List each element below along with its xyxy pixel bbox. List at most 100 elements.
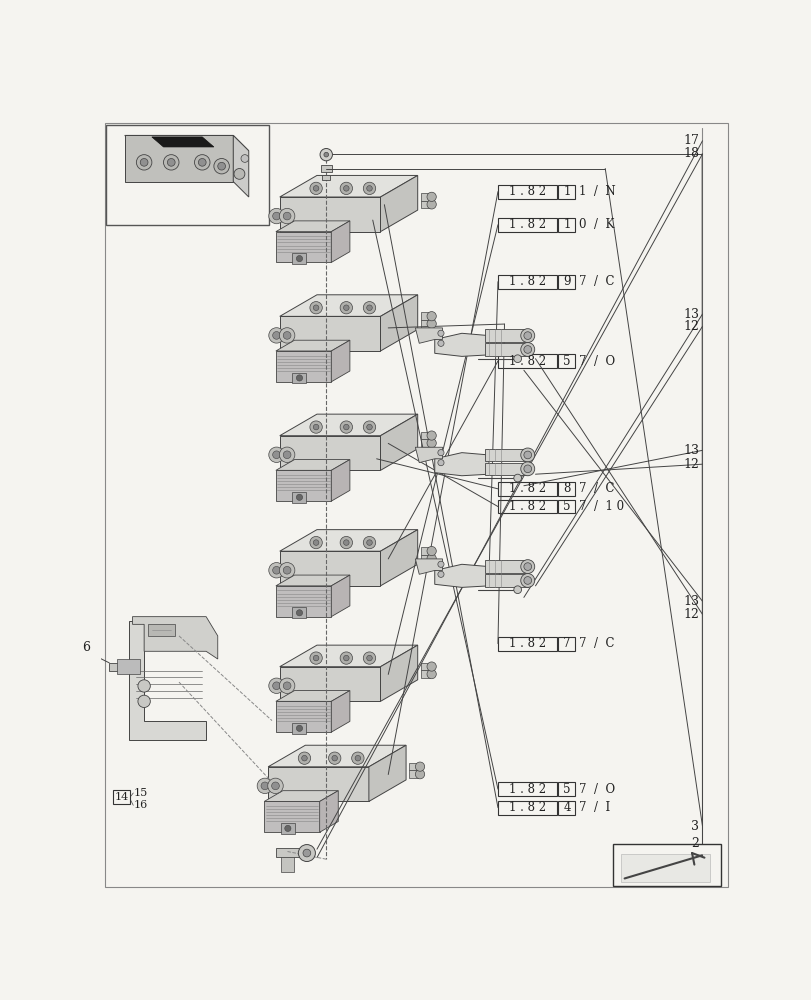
- Circle shape: [195, 155, 210, 170]
- Bar: [420, 439, 430, 447]
- Circle shape: [272, 682, 280, 690]
- Bar: [281, 823, 294, 834]
- Circle shape: [367, 305, 371, 310]
- Bar: [558, 500, 575, 513]
- Polygon shape: [152, 137, 213, 147]
- Circle shape: [520, 462, 534, 476]
- Polygon shape: [434, 333, 488, 356]
- Polygon shape: [434, 453, 488, 476]
- Polygon shape: [280, 667, 380, 701]
- Circle shape: [268, 208, 284, 224]
- Bar: [497, 218, 556, 232]
- Bar: [558, 275, 575, 289]
- Circle shape: [279, 328, 294, 343]
- Text: 3: 3: [690, 820, 698, 833]
- Circle shape: [260, 782, 268, 790]
- Bar: [292, 373, 306, 383]
- Circle shape: [198, 158, 206, 166]
- Circle shape: [415, 770, 424, 779]
- Text: 7  /  I: 7 / I: [578, 801, 609, 814]
- Bar: [558, 218, 575, 232]
- Polygon shape: [380, 645, 417, 701]
- Bar: [420, 432, 430, 439]
- Circle shape: [272, 332, 280, 339]
- Circle shape: [363, 182, 375, 195]
- Bar: [484, 329, 527, 342]
- Circle shape: [283, 682, 290, 690]
- Circle shape: [427, 319, 436, 328]
- Polygon shape: [380, 175, 417, 232]
- Polygon shape: [276, 221, 350, 232]
- Circle shape: [310, 421, 322, 433]
- Circle shape: [520, 560, 534, 574]
- Text: 14: 14: [114, 792, 129, 802]
- Circle shape: [343, 655, 349, 661]
- Bar: [281, 857, 294, 872]
- Circle shape: [138, 680, 150, 692]
- Circle shape: [363, 536, 375, 549]
- Bar: [409, 770, 418, 778]
- Polygon shape: [125, 135, 248, 151]
- Bar: [558, 185, 575, 199]
- Circle shape: [283, 451, 290, 459]
- Text: 12: 12: [683, 608, 698, 621]
- Circle shape: [513, 355, 521, 363]
- Circle shape: [279, 563, 294, 578]
- Polygon shape: [415, 328, 442, 343]
- Polygon shape: [280, 645, 417, 667]
- Circle shape: [167, 158, 175, 166]
- Polygon shape: [280, 436, 380, 470]
- Bar: [292, 723, 306, 734]
- Text: 7  /  O: 7 / O: [578, 355, 614, 368]
- Text: 5: 5: [563, 783, 570, 796]
- Circle shape: [279, 208, 294, 224]
- Bar: [497, 482, 556, 496]
- Bar: [420, 670, 430, 678]
- Polygon shape: [233, 135, 248, 197]
- Circle shape: [427, 192, 436, 201]
- Text: 1 . 8 2: 1 . 8 2: [508, 801, 545, 814]
- Circle shape: [313, 305, 319, 310]
- Text: 1 . 8 2: 1 . 8 2: [508, 275, 545, 288]
- Text: 5: 5: [563, 500, 570, 513]
- Text: 1: 1: [563, 185, 570, 198]
- Polygon shape: [268, 745, 406, 767]
- Circle shape: [520, 343, 534, 356]
- Bar: [497, 782, 556, 796]
- Text: 18: 18: [683, 147, 698, 160]
- Text: 1: 1: [563, 218, 570, 231]
- Circle shape: [437, 571, 444, 577]
- Polygon shape: [132, 617, 217, 659]
- Circle shape: [427, 431, 436, 440]
- Polygon shape: [276, 691, 350, 701]
- Text: 7  /  C: 7 / C: [578, 482, 613, 495]
- Text: 8: 8: [563, 482, 570, 495]
- Circle shape: [234, 169, 245, 179]
- Polygon shape: [380, 414, 417, 470]
- Circle shape: [427, 669, 436, 679]
- Bar: [113, 790, 130, 804]
- Bar: [109, 663, 125, 671]
- Circle shape: [296, 494, 303, 500]
- Circle shape: [136, 155, 152, 170]
- Bar: [148, 624, 175, 636]
- Circle shape: [285, 825, 290, 831]
- Bar: [484, 343, 527, 356]
- Polygon shape: [415, 559, 442, 574]
- Circle shape: [296, 375, 303, 381]
- Text: 1 . 8 2: 1 . 8 2: [508, 637, 545, 650]
- Polygon shape: [264, 791, 338, 801]
- Bar: [558, 782, 575, 796]
- Bar: [320, 165, 331, 172]
- Circle shape: [523, 577, 531, 584]
- Circle shape: [415, 762, 424, 771]
- Text: 13: 13: [683, 595, 698, 608]
- Circle shape: [427, 200, 436, 209]
- Polygon shape: [415, 447, 442, 463]
- Bar: [409, 763, 418, 770]
- Circle shape: [283, 566, 290, 574]
- Bar: [484, 560, 527, 573]
- Text: 16: 16: [134, 800, 148, 810]
- Circle shape: [343, 186, 349, 191]
- Circle shape: [437, 450, 444, 456]
